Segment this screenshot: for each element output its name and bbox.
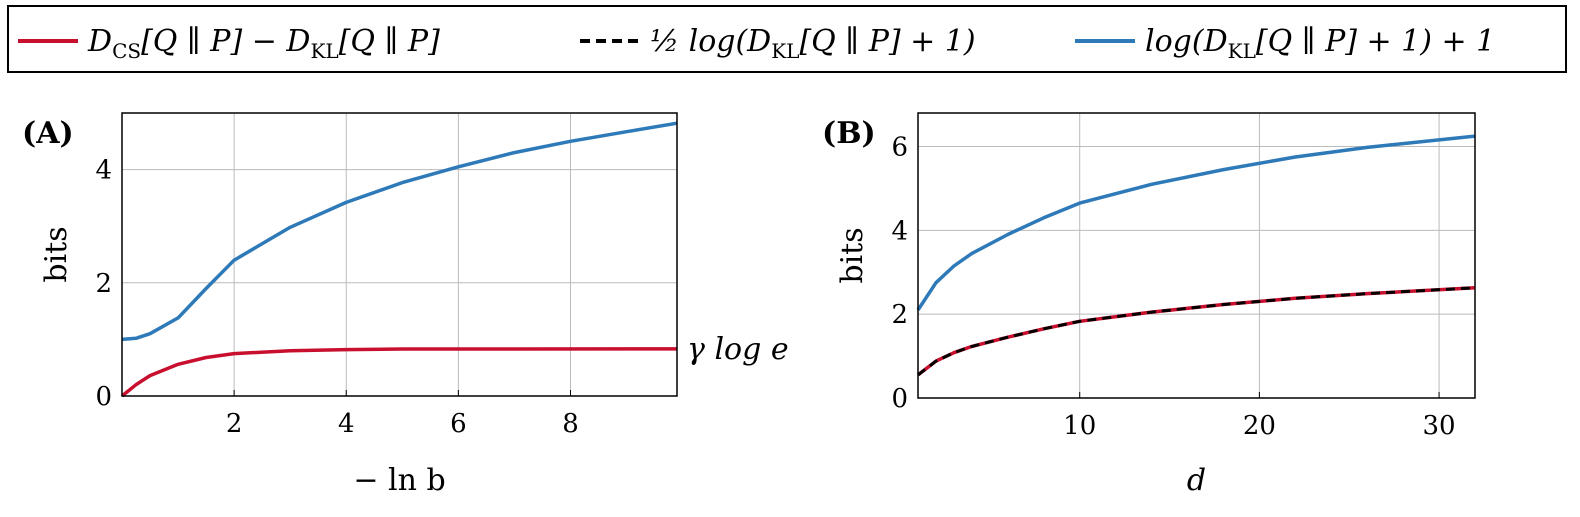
legend-entry: log(DKL[Q ∥ P] + 1) + 1 <box>1075 24 1495 63</box>
legend-text: log(D <box>1145 24 1228 59</box>
panel-label: (B) <box>822 116 876 151</box>
legend-subscript: KL <box>1228 39 1256 63</box>
series-line-0 <box>120 347 678 398</box>
legend: DCS[Q ∥ P] − DKL[Q ∥ P] ½ log(DKL[Q ∥ P] … <box>7 5 1567 73</box>
legend-subscript: KL <box>771 39 799 63</box>
series-line-0 <box>916 286 1476 377</box>
x-tick-label: 6 <box>450 409 467 439</box>
plot-frame <box>121 112 678 397</box>
y-tick-label: 4 <box>891 216 908 246</box>
legend-box <box>7 5 1567 73</box>
y-axis-label: bits <box>39 226 74 282</box>
x-axis-label: − ln b <box>353 463 445 498</box>
legend-text: [Q ∥ P] − D <box>141 24 310 59</box>
legend-text: [Q ∥ P] + 1) + 1 <box>1256 24 1495 59</box>
legend-text: D <box>87 24 112 59</box>
legend-subscript: KL <box>310 39 338 63</box>
x-tick-label: 20 <box>1243 411 1276 441</box>
y-tick-label: 2 <box>891 300 908 330</box>
y-axis-label: bits <box>835 227 870 283</box>
asymptote-annotation: γ log e <box>687 332 789 367</box>
x-axis-label: d <box>1187 463 1206 498</box>
panel-b: 10 20 30 0 2 4 6 (B) d bits <box>822 112 1476 498</box>
y-tick-label: 4 <box>95 156 112 186</box>
x-tick-label: 10 <box>1063 411 1096 441</box>
legend-label: DCS[Q ∥ P] − DKL[Q ∥ P] <box>87 24 440 63</box>
y-tick-label: 2 <box>95 269 112 299</box>
legend-label: log(DKL[Q ∥ P] + 1) + 1 <box>1145 24 1495 63</box>
legend-text: [Q ∥ P] <box>339 24 440 59</box>
series-line-1 <box>917 286 1476 377</box>
x-tick-label: 8 <box>562 409 579 439</box>
legend-text: [Q ∥ P] + 1) <box>799 24 975 59</box>
legend-entry: ½ log(DKL[Q ∥ P] + 1) <box>580 24 976 63</box>
y-tick-label: 0 <box>891 384 908 414</box>
x-tick-label: 4 <box>338 409 355 439</box>
y-tick-label: 6 <box>891 133 908 163</box>
series-line-2 <box>916 134 1476 311</box>
x-tick-label: 2 <box>226 409 243 439</box>
legend-text: ½ log(D <box>650 24 771 59</box>
legend-label: ½ log(DKL[Q ∥ P] + 1) <box>650 24 976 63</box>
panel-a: 2 4 6 8 0 2 4 (A) − ln b bits γ log e <box>22 112 789 498</box>
panel-label: (A) <box>22 116 74 151</box>
y-tick-label: 0 <box>95 382 112 412</box>
x-tick-label: 30 <box>1423 411 1456 441</box>
plot-frame <box>917 112 1476 399</box>
legend-subscript: CS <box>112 39 141 63</box>
legend-entry: DCS[Q ∥ P] − DKL[Q ∥ P] <box>18 24 440 63</box>
series-line-2 <box>121 121 678 342</box>
